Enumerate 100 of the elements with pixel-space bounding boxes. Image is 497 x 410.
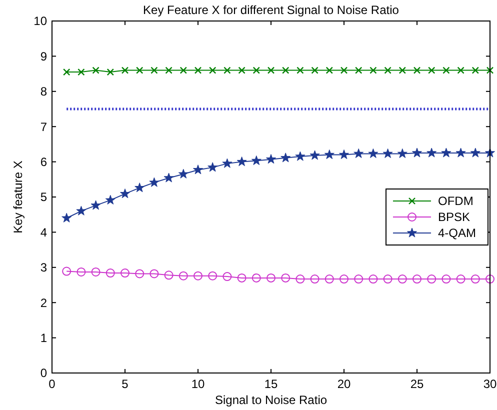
- point: [238, 66, 246, 74]
- y-tick-label: 4: [40, 225, 48, 240]
- point: [91, 267, 100, 276]
- point: [413, 66, 421, 74]
- point: [355, 66, 362, 74]
- point: [397, 148, 408, 158]
- x-tick-label: 5: [122, 377, 129, 391]
- point: [338, 150, 350, 160]
- point: [165, 66, 172, 74]
- legend-label: OFDM: [438, 194, 474, 208]
- x-tick-label: 15: [264, 377, 278, 391]
- point: [311, 66, 318, 74]
- y-tick-label: 10: [34, 14, 48, 28]
- point: [486, 66, 494, 74]
- point: [340, 274, 348, 284]
- point: [136, 66, 144, 74]
- point: [180, 66, 187, 74]
- point: [354, 274, 364, 284]
- point: [267, 66, 275, 74]
- point: [280, 152, 291, 162]
- y-tick-label: 8: [40, 84, 48, 99]
- point: [354, 148, 364, 158]
- point: [222, 158, 232, 168]
- point: [78, 68, 85, 76]
- chart-title: Key Feature X for different Signal to Noise Ratio: [143, 3, 400, 17]
- point: [472, 66, 479, 74]
- point: [441, 148, 452, 158]
- point: [426, 148, 437, 158]
- point: [106, 68, 114, 76]
- point: [456, 274, 466, 284]
- point: [310, 150, 320, 160]
- point: [178, 271, 188, 280]
- legend-label: 4-QAM: [438, 226, 476, 240]
- point: [76, 267, 86, 276]
- y-tick-label: 2: [40, 296, 48, 310]
- point: [224, 66, 231, 74]
- legend-label: BPSK: [438, 210, 470, 224]
- point: [92, 66, 100, 74]
- point: [442, 66, 450, 74]
- x-tick-label: 10: [191, 377, 205, 391]
- point: [209, 66, 216, 74]
- point: [266, 154, 276, 164]
- point: [120, 188, 130, 198]
- point: [456, 148, 466, 158]
- point: [149, 177, 160, 187]
- point: [427, 274, 436, 284]
- point: [368, 148, 378, 158]
- point: [178, 168, 188, 178]
- point: [252, 66, 260, 74]
- point: [281, 273, 290, 282]
- point: [150, 269, 159, 278]
- point: [383, 274, 392, 284]
- point: [150, 66, 158, 74]
- point: [457, 66, 464, 74]
- point: [384, 66, 392, 74]
- point: [208, 162, 218, 172]
- point: [412, 148, 422, 158]
- point: [428, 66, 436, 74]
- x-tick-label: 0: [48, 377, 56, 391]
- x-axis-title: Signal to Noise Ratio: [214, 393, 328, 407]
- point: [251, 155, 262, 166]
- point: [295, 151, 306, 161]
- y-tick-label: 6: [40, 155, 48, 169]
- point: [296, 66, 304, 74]
- point: [164, 270, 174, 280]
- point: [76, 206, 86, 216]
- point: [194, 271, 202, 280]
- point: [63, 68, 70, 76]
- point: [266, 273, 276, 282]
- point: [340, 66, 348, 74]
- point: [62, 212, 72, 222]
- point: [442, 274, 451, 284]
- point: [192, 164, 204, 174]
- point: [398, 66, 406, 74]
- point: [368, 274, 378, 284]
- x-tick-label: 25: [410, 377, 424, 391]
- y-tick-label: 3: [40, 260, 48, 275]
- point: [310, 274, 320, 284]
- y-tick-label: 0: [40, 366, 48, 380]
- y-axis-title: Key feature X: [11, 160, 25, 234]
- x-tick-label: 30: [483, 377, 497, 391]
- point: [370, 66, 377, 74]
- point: [164, 172, 174, 182]
- point: [470, 148, 480, 158]
- point: [324, 274, 334, 284]
- y-tick-label: 7: [40, 120, 48, 134]
- point: [120, 268, 130, 278]
- point: [252, 273, 261, 282]
- point: [194, 66, 202, 74]
- point: [398, 274, 407, 284]
- point: [90, 200, 101, 210]
- x-tick-label: 20: [337, 377, 351, 391]
- point: [382, 148, 393, 158]
- y-tick-label: 1: [40, 331, 48, 345]
- point: [324, 150, 334, 160]
- point: [105, 194, 116, 204]
- point: [121, 66, 129, 74]
- point: [237, 273, 246, 282]
- point: [106, 268, 115, 278]
- point: [296, 274, 305, 284]
